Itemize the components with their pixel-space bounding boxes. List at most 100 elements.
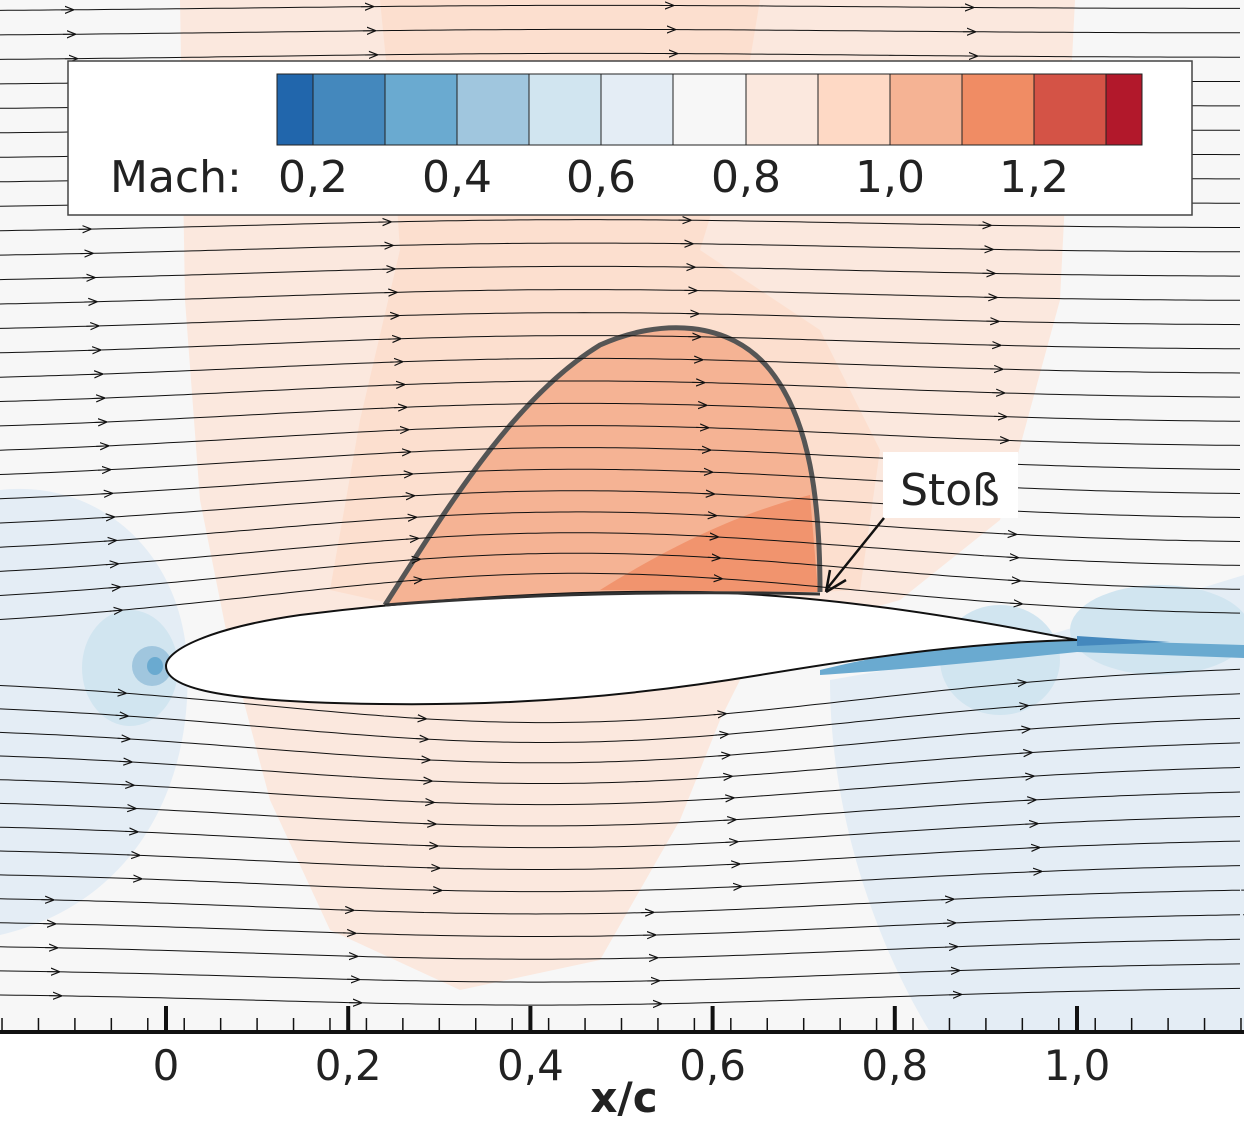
streamline	[0, 242, 1240, 256]
x-tick-label: 0,2	[315, 1041, 382, 1090]
streamline-arrow	[105, 564, 118, 565]
streamline	[0, 335, 1241, 354]
streamline-arrow	[713, 714, 726, 715]
streamline-arrow	[123, 808, 135, 809]
streamline	[0, 914, 1241, 937]
streamline-arrow	[1007, 580, 1020, 581]
streamline	[0, 889, 1241, 915]
streamline-arrow	[727, 864, 739, 865]
streamline	[0, 447, 1241, 475]
streamline-arrow	[723, 820, 735, 821]
colorbar-swatch	[312, 73, 386, 146]
streamline-arrow	[119, 761, 132, 762]
colorbar-swatch	[1033, 73, 1107, 146]
shock-label: Stoß	[900, 465, 1000, 516]
x-axis: 0 0,2 0,4 0,6 0,8 1,0 x/c	[0, 1006, 1244, 1122]
colorbar-tick-label: 0,4	[422, 152, 492, 203]
streamline-arrow	[117, 738, 130, 739]
streamline-arrow	[719, 776, 732, 777]
streamline	[0, 468, 1241, 500]
streamline-arrow	[394, 407, 406, 408]
x-tick-label: 1,0	[1044, 1041, 1111, 1090]
streamline	[0, 717, 1241, 764]
streamline-arrow	[1021, 776, 1033, 777]
colorbar-tick-label: 0,2	[278, 152, 348, 203]
streamline-arrow	[721, 798, 733, 799]
streamline-arrow	[98, 470, 110, 471]
colorbar-swatch	[817, 73, 891, 146]
streamline	[0, 357, 1241, 378]
x-tick-label: 0,8	[861, 1041, 928, 1090]
streamline-arrow	[125, 831, 137, 832]
contour-stagnation-inner	[82, 610, 178, 726]
streamline-arrow	[99, 493, 112, 494]
x-tick-label: 0	[153, 1041, 180, 1090]
x-tick-label: 0,4	[497, 1041, 564, 1090]
streamline-arrow	[1009, 603, 1022, 604]
streamline	[0, 693, 1241, 743]
streamline-arrow	[407, 559, 420, 560]
streamline-arrow	[943, 923, 955, 924]
colorbar-swatch	[384, 73, 458, 146]
streamline-arrow	[709, 578, 722, 579]
streamline	[0, 265, 1240, 281]
streamline-arrow	[403, 517, 416, 518]
contour-region-stagnation	[0, 488, 188, 935]
streamline-arrow	[729, 886, 741, 887]
streamline	[0, 963, 1241, 983]
streamline-arrow	[94, 422, 106, 423]
contour-region-wake	[830, 575, 1244, 1032]
colorbar-swatch	[276, 73, 314, 146]
x-axis-label: x/c	[590, 1073, 657, 1122]
streamline-arrow	[121, 785, 133, 786]
colorbar-tick-label: 1,0	[855, 152, 925, 203]
colorbar-tick-label: 0,8	[711, 152, 781, 203]
streamline	[0, 4, 1240, 11]
streamline-arrow	[405, 538, 418, 539]
colorbar-swatch	[745, 73, 819, 146]
streamline-arrow	[941, 899, 953, 900]
colorbar-tick-label: 0,6	[566, 152, 636, 203]
colorbar-legend: Mach: 0,2 0,4 0,6 0,8 1,0 1,2	[67, 60, 1193, 216]
streamline	[0, 219, 1240, 232]
streamline	[0, 312, 1241, 329]
colorbar-swatch	[672, 73, 747, 146]
streamline-arrow	[413, 718, 426, 719]
streamline-arrow	[417, 759, 430, 760]
colorbar-swatch	[889, 73, 963, 146]
streamline-arrow	[1015, 706, 1028, 707]
streamline-arrow	[1027, 848, 1039, 849]
streamline-arrow	[96, 446, 108, 447]
streamline	[0, 490, 1241, 524]
streamline	[0, 572, 1241, 620]
colorbar-swatch	[961, 73, 1035, 146]
streamline-arrow	[707, 557, 720, 558]
streamline	[0, 938, 1241, 960]
streamline	[0, 289, 1240, 305]
streamline-arrow	[1003, 534, 1016, 535]
streamline-arrow	[101, 517, 114, 518]
streamline	[0, 532, 1241, 572]
streamline-arrow	[705, 536, 718, 537]
streamline	[0, 668, 1241, 724]
streamline-arrow	[1013, 682, 1026, 683]
streamline-arrow	[717, 755, 730, 756]
colorbar-tick-label: 1,2	[999, 152, 1069, 203]
streamline-arrow	[396, 430, 408, 431]
streamline-arrow	[109, 610, 122, 611]
colorbar-swatch	[528, 73, 602, 146]
streamline-arrow	[1019, 753, 1032, 754]
streamline-arrow	[715, 734, 728, 735]
streamline-arrow	[415, 739, 428, 740]
x-tick-label: 0,6	[679, 1041, 746, 1090]
streamline-arrow	[399, 474, 412, 475]
supersonic-region-core	[600, 495, 818, 592]
streamline-arrow	[1017, 729, 1030, 730]
streamline-arrow	[107, 587, 120, 588]
streamline	[0, 380, 1240, 402]
colorbar-swatch	[1105, 73, 1143, 146]
streamline-arrow	[409, 580, 422, 581]
streamline-arrow	[1023, 800, 1035, 801]
streamline	[0, 425, 1241, 451]
streamline-arrow	[398, 452, 410, 453]
